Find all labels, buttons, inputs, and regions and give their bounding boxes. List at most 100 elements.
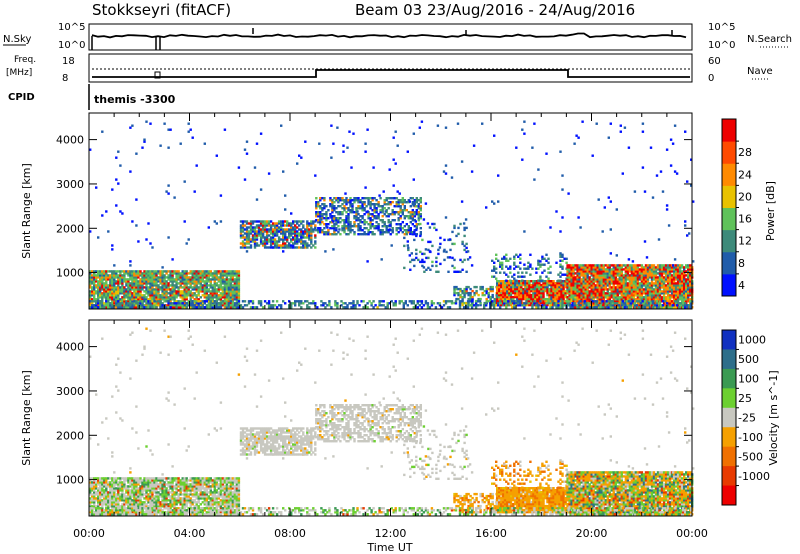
power-cell	[606, 294, 609, 297]
power-cell	[135, 276, 138, 279]
power-cell	[664, 284, 668, 287]
power-cell	[107, 294, 110, 297]
power-cell	[233, 294, 237, 297]
power-cell	[201, 284, 204, 287]
power-cell	[606, 268, 609, 271]
power-cell	[618, 292, 621, 295]
power-cell	[689, 266, 692, 269]
power-cell	[335, 227, 338, 230]
power-cell	[227, 304, 231, 307]
power-cell	[343, 209, 346, 212]
power-cell	[225, 276, 229, 279]
power-cell	[670, 286, 674, 289]
power-cell	[415, 233, 418, 236]
power-cell	[473, 285, 476, 289]
power-cell	[89, 292, 92, 295]
power-cell	[275, 234, 279, 237]
power-cell	[430, 300, 434, 303]
power-cell	[678, 268, 682, 271]
power-cell	[273, 304, 277, 307]
power-cell	[646, 264, 650, 267]
power-cell	[229, 290, 233, 293]
power-cell	[392, 304, 395, 307]
power-cell	[590, 264, 593, 267]
power-cell	[612, 276, 615, 279]
power-cell	[127, 288, 130, 291]
power-cell	[165, 270, 168, 273]
power-cell	[119, 290, 122, 293]
power-cell	[632, 272, 636, 275]
power-cell	[173, 298, 176, 301]
power-cell	[241, 224, 245, 227]
power-cell	[185, 278, 188, 281]
power-cell	[508, 282, 511, 285]
power-cell	[294, 226, 297, 229]
power-cell	[121, 302, 124, 305]
power-cell	[151, 296, 154, 299]
power-cell	[491, 289, 494, 293]
power-cell	[219, 302, 223, 305]
power-cell	[271, 240, 275, 243]
power-cell	[584, 298, 587, 301]
power-cell	[387, 215, 390, 218]
power-cell	[109, 280, 112, 283]
power-cell	[308, 232, 311, 235]
power-cell	[235, 296, 239, 299]
power-cell	[323, 203, 326, 206]
power-cell	[259, 220, 263, 223]
power-cell	[582, 274, 585, 277]
power-cell	[347, 227, 350, 230]
power-cell	[201, 300, 204, 303]
power-cell	[393, 205, 396, 208]
power-cell	[507, 300, 510, 303]
power-cell	[548, 293, 551, 297]
power-cell	[395, 233, 398, 236]
power-cell	[255, 242, 259, 245]
power-cell	[646, 296, 650, 299]
power-cell	[273, 242, 277, 245]
power-cell	[147, 300, 150, 303]
power-cell	[683, 286, 686, 289]
power-cell	[502, 283, 505, 287]
power-cell	[560, 297, 563, 301]
power-cell	[171, 276, 174, 279]
power-cell	[181, 270, 184, 273]
power-cell	[582, 290, 585, 293]
power-cell	[151, 300, 154, 303]
power-cell	[461, 268, 464, 271]
power-cell	[223, 280, 227, 283]
power-cell	[558, 283, 561, 287]
power-cell	[601, 300, 604, 303]
power-cell	[596, 272, 599, 275]
power-cell	[568, 290, 571, 293]
power-cell	[678, 266, 682, 269]
power-cell	[395, 203, 398, 206]
power-cell	[478, 300, 482, 303]
power-cell	[349, 221, 352, 224]
power-cell	[163, 288, 166, 291]
power-cell	[379, 219, 382, 222]
power-cell	[89, 306, 92, 309]
power-cell	[622, 280, 626, 283]
power-cell	[626, 292, 630, 295]
power-cell	[253, 238, 257, 241]
power-cell	[674, 284, 678, 287]
power-cell	[371, 225, 374, 228]
power-cell	[578, 278, 581, 281]
power-cell	[155, 278, 158, 281]
power-cell	[596, 266, 599, 269]
power-cell	[614, 286, 617, 289]
power-cell	[135, 294, 138, 297]
power-cell	[117, 276, 120, 279]
power-cell	[111, 292, 114, 295]
power-cell	[604, 282, 607, 285]
power-cell	[676, 268, 680, 271]
power-cell	[530, 287, 533, 291]
power-cell	[507, 302, 510, 305]
power-cell	[630, 284, 634, 287]
power-cell	[125, 278, 128, 281]
power-cell	[215, 278, 218, 281]
power-cell	[664, 296, 668, 299]
power-cell	[147, 292, 150, 295]
power-cell	[227, 300, 231, 303]
